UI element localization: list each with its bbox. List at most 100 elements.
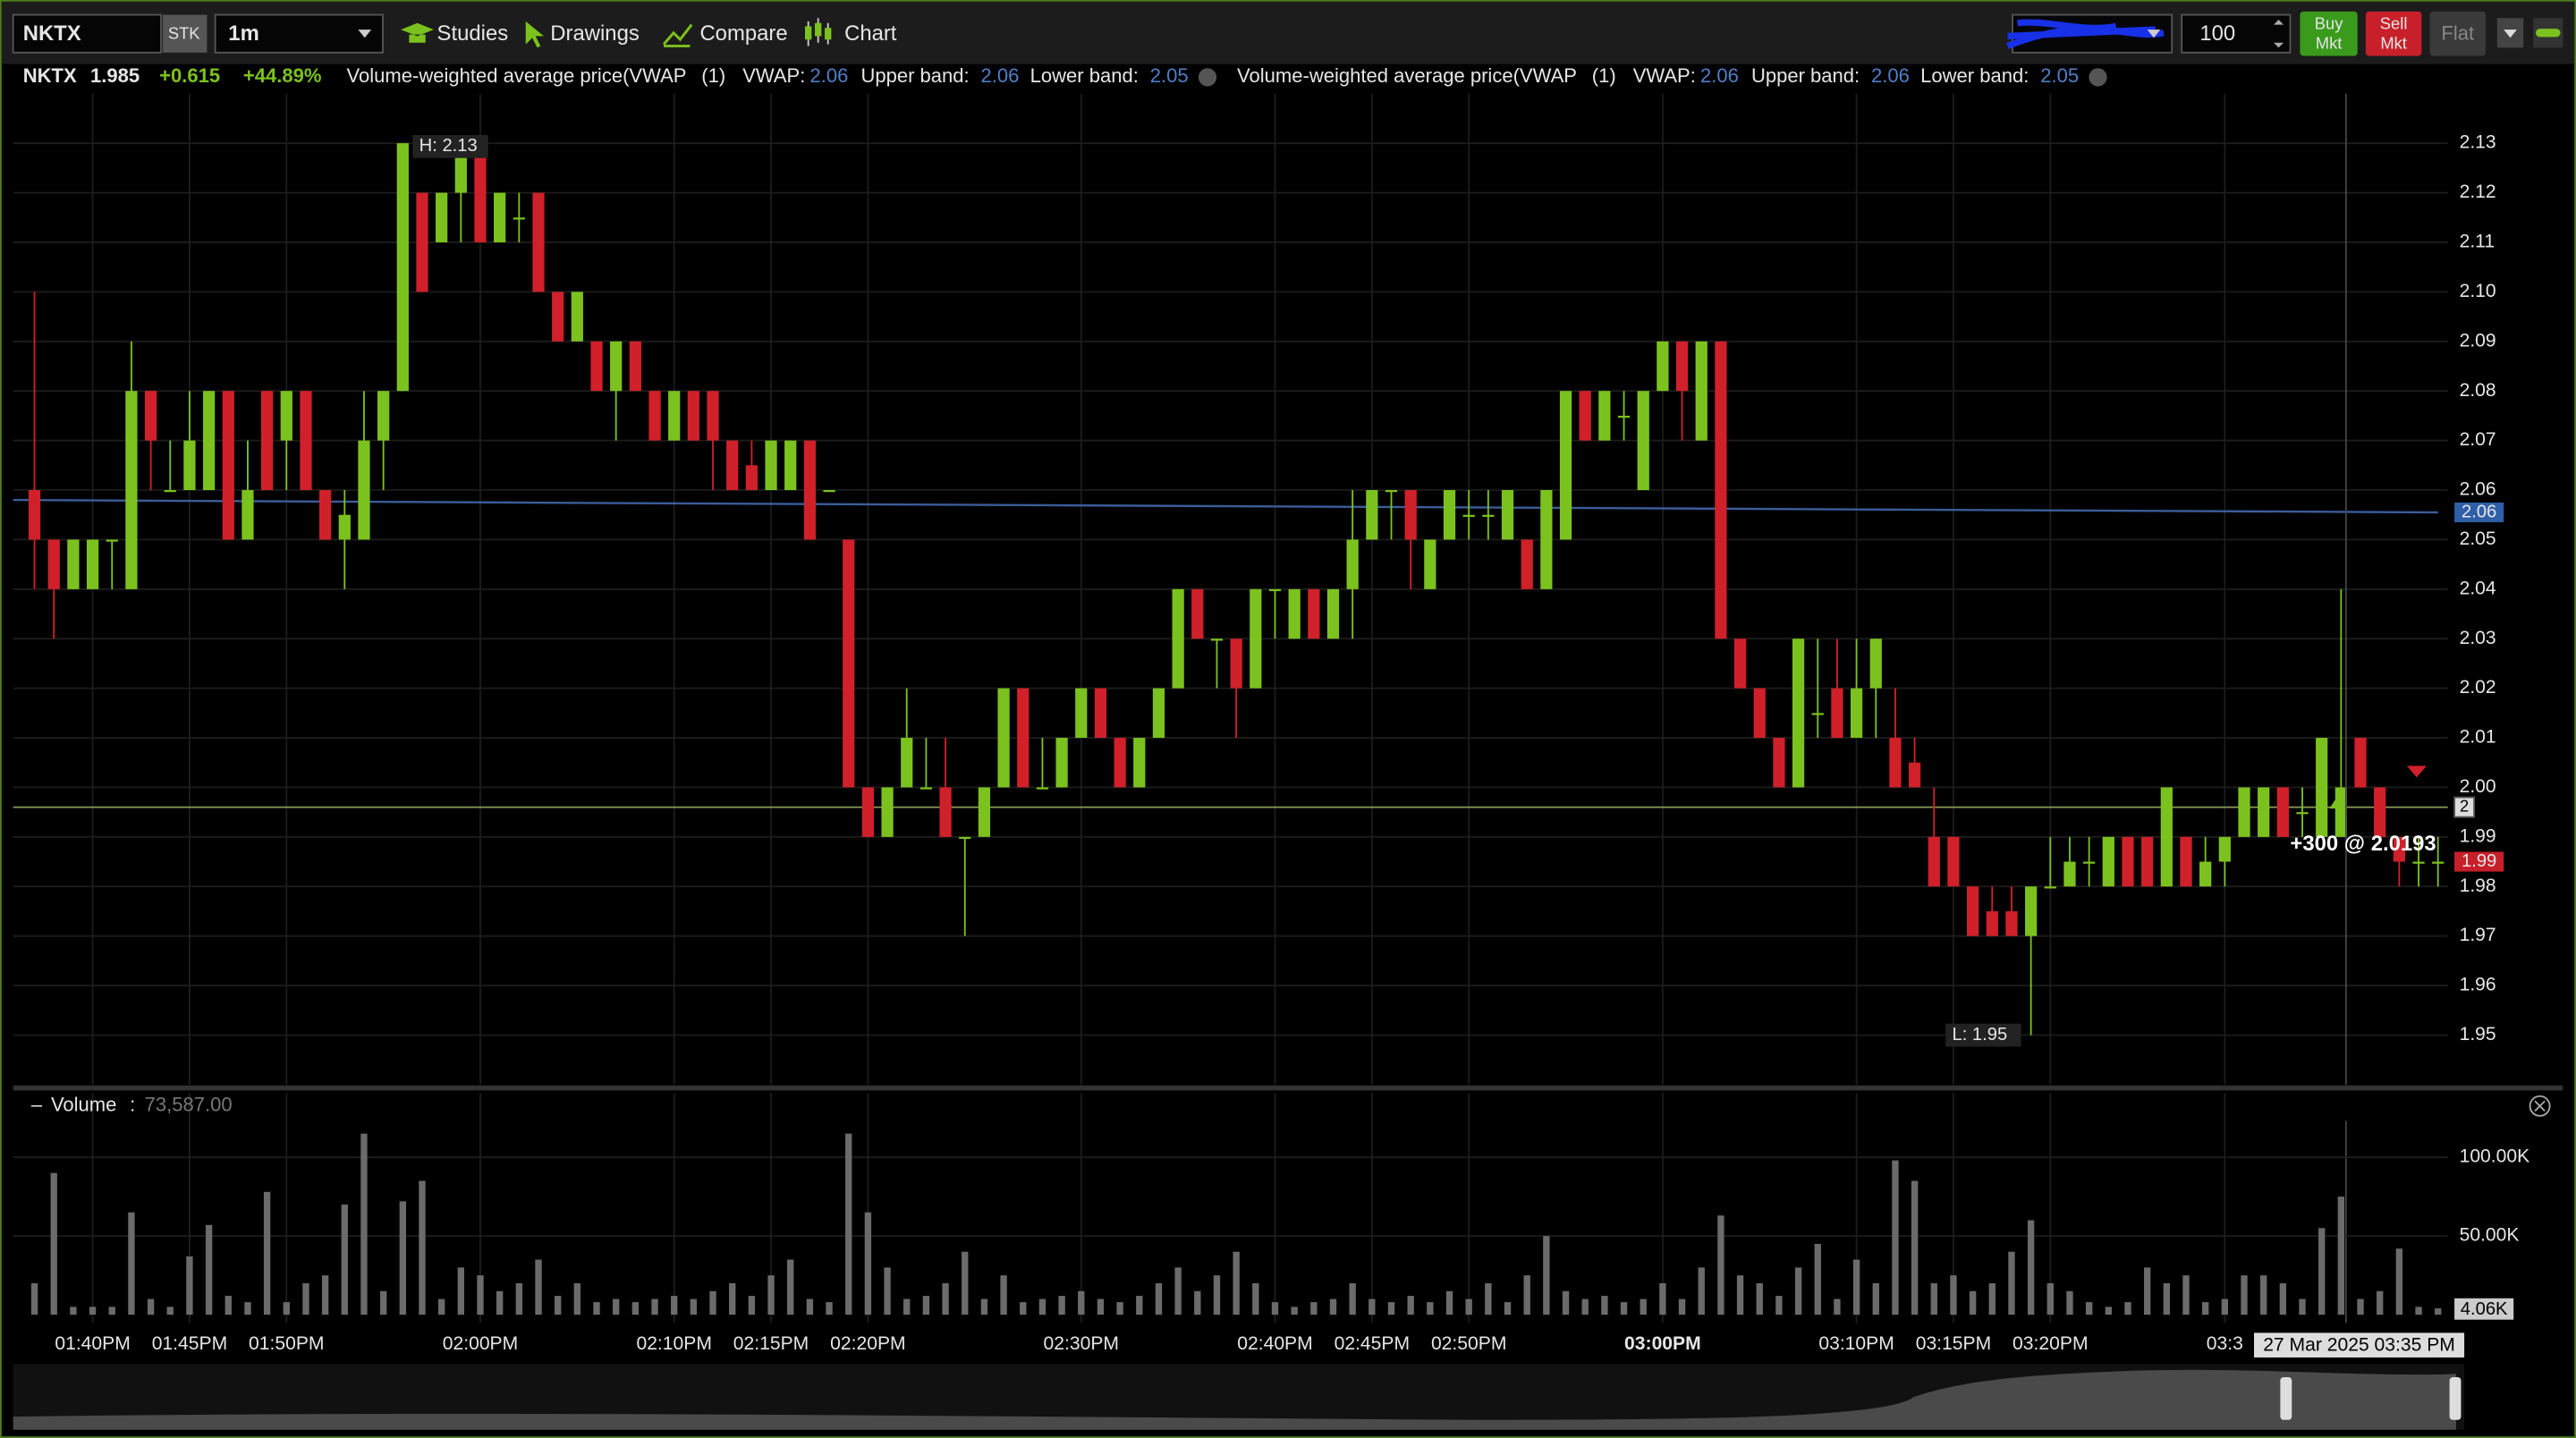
candle-body	[2316, 738, 2328, 837]
volume-bar	[379, 1290, 387, 1315]
drawings-icon	[525, 21, 544, 48]
study-field-value: 2.06	[981, 64, 1020, 87]
candle-body	[338, 514, 351, 540]
quantity: 100	[2199, 21, 2235, 46]
menu-item[interactable]: Chart	[844, 21, 897, 46]
candle-body	[2199, 861, 2212, 887]
volume-bar	[70, 1307, 77, 1315]
volume-bar	[1523, 1275, 1530, 1315]
volume-bar	[767, 1275, 775, 1315]
candle-body	[726, 440, 739, 491]
candle-body	[67, 539, 80, 589]
volume-bar	[1756, 1282, 1763, 1315]
sectype-box	[162, 14, 208, 53]
navigator-handle[interactable]	[2449, 1377, 2462, 1420]
candle-body	[1288, 588, 1301, 639]
redaction	[2006, 19, 2165, 49]
volume-bar	[2395, 1248, 2403, 1315]
buy-button[interactable]	[2300, 11, 2358, 56]
volume-bar	[651, 1298, 658, 1315]
navigator-handle[interactable]	[2280, 1377, 2292, 1420]
trade-label: +300 @ 2.0193	[2290, 832, 2436, 856]
chart-icon	[805, 22, 832, 40]
x-tick-label: 02:00PM	[443, 1333, 518, 1354]
volume-bar	[1950, 1275, 1957, 1315]
volume-bar	[2221, 1298, 2229, 1315]
volume-bar	[1174, 1267, 1182, 1315]
volume-bar	[922, 1296, 930, 1315]
candle-body	[1152, 688, 1165, 739]
volume-bar	[1136, 1296, 1143, 1315]
interval-select[interactable]	[214, 13, 384, 54]
x-tick-label: 03:20PM	[2012, 1333, 2088, 1354]
candle-body	[1540, 490, 1553, 589]
study-params: (1)	[701, 64, 725, 87]
volume-bar	[2260, 1275, 2267, 1315]
volume-value: 73,587.00	[145, 1094, 233, 1116]
flat-button[interactable]	[2429, 11, 2486, 56]
volume-bar	[806, 1298, 814, 1315]
volume-bar	[1291, 1307, 1298, 1315]
legend-change-pct: +44.89%	[243, 64, 322, 87]
candle-body	[125, 391, 138, 589]
candle-body	[1443, 490, 1456, 540]
candle-body	[86, 539, 99, 589]
volume-bar	[515, 1282, 523, 1315]
symbol: NKTX	[23, 21, 81, 46]
volume-bar	[2318, 1228, 2326, 1315]
menu-item[interactable]: Drawings	[550, 21, 640, 46]
last-badge	[2454, 851, 2504, 872]
y-tick-label: 2.01	[2460, 727, 2496, 748]
sell-button[interactable]	[2365, 11, 2422, 56]
volume-bar	[1911, 1180, 1919, 1315]
volume-bar	[1058, 1296, 1065, 1315]
candle-body	[1385, 490, 1398, 493]
volume-bar	[555, 1296, 562, 1315]
candle-body	[1326, 588, 1340, 639]
volume-bar	[30, 1282, 38, 1315]
close-volume[interactable]	[2529, 1095, 2551, 1117]
candle-body	[222, 391, 234, 540]
y-tick-label: 2.08	[2460, 380, 2496, 401]
study-name: Volume-weighted average price(VWAP	[347, 64, 687, 87]
volume-bar	[690, 1298, 698, 1315]
candle-body	[1133, 738, 1146, 788]
volume-last-badge	[2454, 1298, 2514, 1320]
study-close[interactable]	[2089, 68, 2107, 87]
quantity-input[interactable]	[2181, 13, 2292, 54]
volume-bar	[593, 1302, 600, 1315]
candle-body	[1869, 639, 1882, 689]
volume-bar	[2066, 1290, 2073, 1315]
menu-item[interactable]: Studies	[437, 21, 509, 46]
candle-body	[242, 490, 254, 540]
y-tick-label: 1.97	[2460, 925, 2496, 945]
y-tick-label: 2.02	[2460, 677, 2496, 698]
position-badge	[2453, 796, 2476, 818]
volume-bar	[1252, 1282, 1259, 1315]
candle-body	[319, 490, 332, 540]
x-tick-label: 03:15PM	[1916, 1333, 1991, 1354]
candle-body	[1191, 588, 1204, 639]
volume-bar	[225, 1296, 232, 1315]
candle-body	[1657, 341, 1669, 392]
volume-bar	[1698, 1267, 1705, 1315]
y-tick-label: 2.00	[2460, 776, 2496, 797]
candle-body	[610, 341, 623, 392]
candle-body	[183, 440, 196, 491]
candle-body	[2218, 836, 2231, 862]
candle-body	[1579, 391, 1591, 441]
study-close[interactable]	[1198, 68, 1217, 87]
volume-bar	[1116, 1302, 1123, 1315]
sell-label: Sell	[2380, 13, 2408, 32]
volume-bar	[535, 1259, 542, 1315]
candle-body	[1715, 341, 1727, 639]
candle-body	[2025, 886, 2038, 936]
dropdown-arrow	[358, 30, 372, 38]
candle-body	[2063, 861, 2076, 887]
volume-bar	[1078, 1290, 1085, 1315]
study-field-value: 2.06	[1871, 64, 1910, 87]
symbol-input[interactable]	[12, 13, 162, 54]
menu-item[interactable]: Compare	[699, 21, 787, 46]
candle-body	[668, 391, 681, 441]
candle-body	[1501, 490, 1514, 540]
